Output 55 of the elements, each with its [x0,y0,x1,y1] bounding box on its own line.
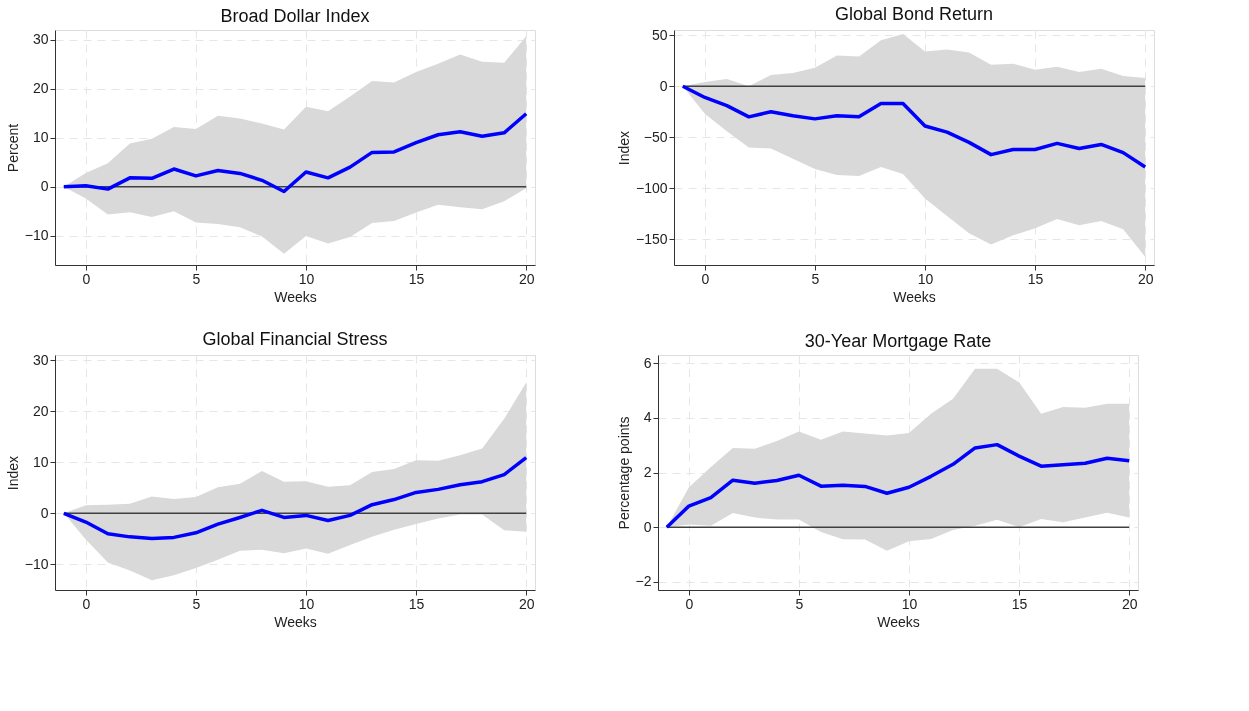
x-tick-label: 0 [82,595,91,612]
y-tick-label: 0 [659,77,668,94]
x-tick-label: 10 [917,270,934,287]
y-tick-label: 20 [32,80,49,97]
y-tick-label: −50 [643,128,668,145]
x-axis-title: Weeks [877,613,920,630]
x-tick-label: 15 [408,595,425,612]
line-series [665,442,1131,529]
x-tick-label: 0 [82,270,91,287]
x-tick-label: 20 [1137,270,1154,287]
x-tick-label: 15 [408,270,425,287]
x-tick-label: 20 [518,270,535,287]
x-tick-label: 15 [1011,595,1028,612]
x-tick-label: 20 [518,595,535,612]
x-tick-label: 10 [901,595,918,612]
y-tick-label: 2 [643,464,652,480]
x-tick-label: 15 [1027,270,1044,287]
y-axis-title: Index [615,130,632,166]
y-tick-label: 20 [32,402,49,419]
y-tick-label: 10 [32,453,49,470]
x-tick-label: 20 [1121,595,1138,612]
y-tick-label: 30 [32,351,49,368]
x-tick-label: 10 [298,270,315,287]
y-tick-label: 0 [40,178,49,195]
x-tick-label: 0 [685,595,694,612]
x-axis-title: Weeks [274,613,317,630]
x-axis-title: Weeks [893,288,936,305]
y-axis-title: Index [4,455,21,491]
y-tick-label: −100 [635,179,668,196]
y-tick-label: 4 [643,409,652,426]
y-tick-label: −150 [635,230,668,247]
chart-title: Global Financial Stress [202,329,388,350]
y-tick-label: 30 [32,31,49,48]
chart-title: Global Bond Return [834,4,994,25]
y-tick-label: 0 [643,518,652,535]
x-tick-label: 5 [192,270,201,287]
y-tick-label: −10 [24,227,49,244]
line-series [681,84,1147,169]
x-tick-label: 5 [811,270,820,287]
y-axis-title: Percent [4,123,21,173]
y-tick-label: 6 [643,354,652,371]
y-tick-label: −2 [635,573,652,590]
y-tick-label: 0 [40,504,49,521]
y-tick-label: −10 [24,555,49,572]
x-tick-label: 10 [298,595,315,612]
x-tick-label: 0 [701,270,710,287]
y-tick-label: 10 [32,129,49,146]
line-series [62,111,528,194]
x-axis-title: Weeks [274,288,317,305]
y-tick-label: 50 [651,26,668,43]
y-axis-title: Percentage points [615,416,632,530]
chart-title: 30-Year Mortgage Rate [804,331,992,351]
x-tick-label: 5 [795,595,804,612]
chart-title: Broad Dollar Index [220,6,370,26]
x-tick-label: 5 [192,595,201,612]
